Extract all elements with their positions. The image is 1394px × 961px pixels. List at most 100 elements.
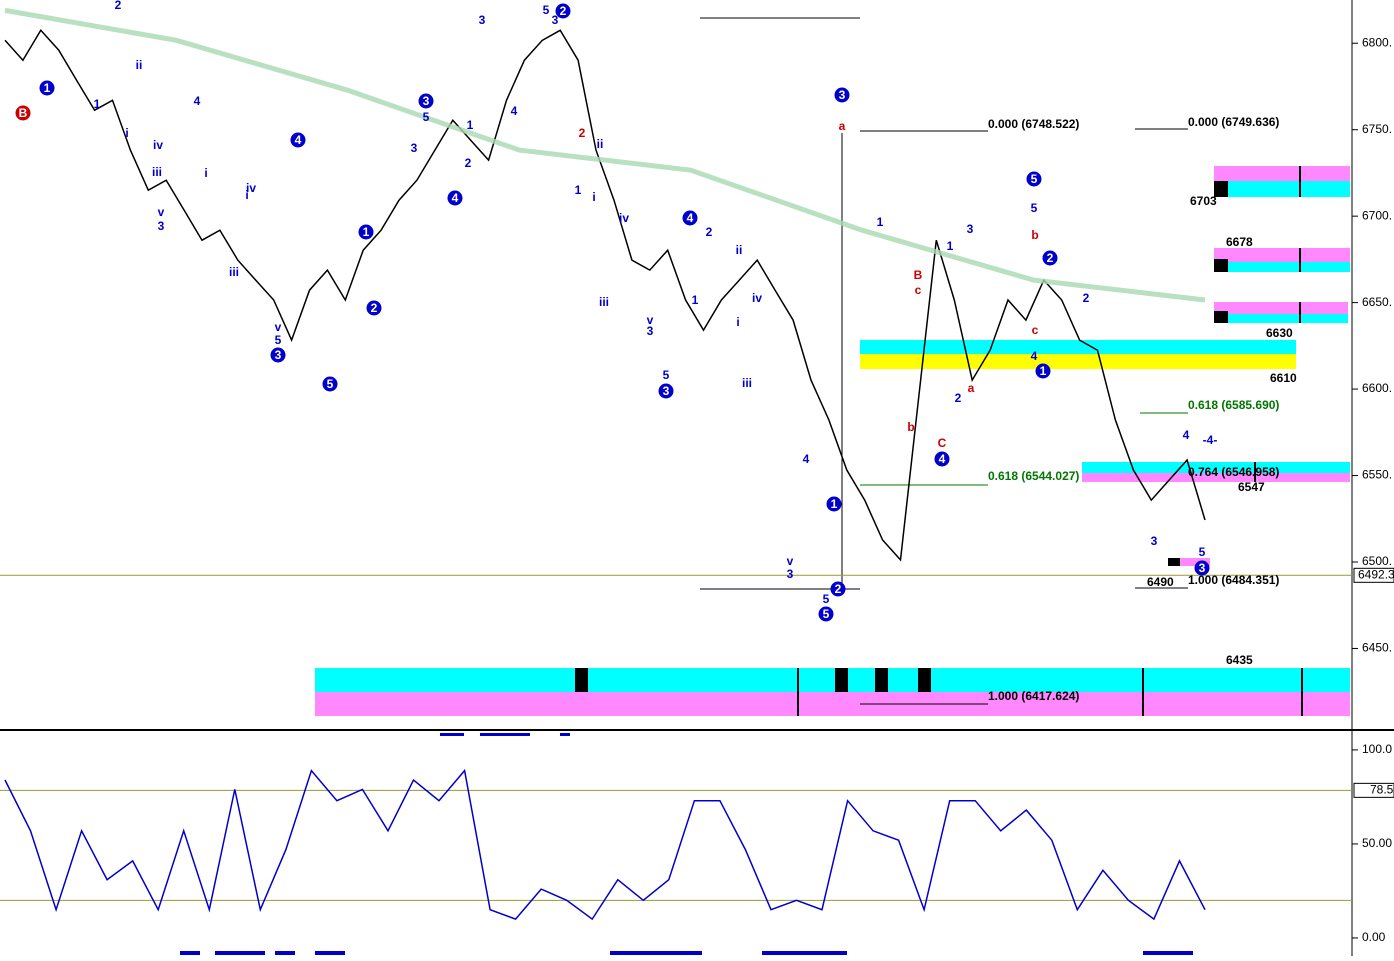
wave-circle <box>1035 363 1051 379</box>
fib-label: 0.000 (6749.636) <box>1188 115 1279 129</box>
wave-label: 1 <box>831 497 838 511</box>
wave-circle <box>15 105 31 121</box>
wave-label: 1 <box>1040 364 1047 378</box>
wave-label: 2 <box>706 225 713 239</box>
wave-label: c <box>1032 323 1039 337</box>
wave-label: 4 <box>1183 428 1190 442</box>
wave-label: ii <box>597 137 604 151</box>
level-label: 6703 <box>1190 194 1217 208</box>
wave-circle <box>366 300 382 316</box>
wave-circle <box>830 581 846 597</box>
y-tick-label: 50.00 <box>1362 836 1392 850</box>
wave-label: B <box>914 268 923 282</box>
wave-label: 5 <box>663 368 670 382</box>
series-line <box>4 7 1206 303</box>
wave-label: i <box>204 166 207 180</box>
wave-label: 2 <box>835 582 842 596</box>
wave-label: 3 <box>663 384 670 398</box>
ref-line-box <box>1353 567 1394 583</box>
wave-circle <box>555 3 571 19</box>
wave-label: 3 <box>839 88 846 102</box>
wave-circle <box>270 347 286 363</box>
wave-label: b <box>1031 228 1038 242</box>
wave-circle <box>358 224 374 240</box>
wave-label: iii <box>229 265 239 279</box>
wave-label: 5 <box>1031 201 1038 215</box>
wave-label: 3 <box>967 222 974 236</box>
series-line <box>4 768 1206 921</box>
level-label: 6630 <box>1266 326 1293 340</box>
wave-label: 1 <box>947 239 954 253</box>
wave-label: i <box>245 188 248 202</box>
wave-label: 1 <box>575 183 582 197</box>
wave-circle <box>447 190 463 206</box>
y-tick-label: 6650. <box>1362 295 1392 309</box>
y-tick-label: 6600. <box>1362 381 1392 395</box>
wave-label: iv <box>619 211 629 225</box>
wave-label: b <box>907 420 914 434</box>
wave-circle <box>658 383 674 399</box>
wave-label: 3 <box>1199 561 1206 575</box>
wave-label: 4 <box>803 452 810 466</box>
wave-circle <box>418 93 434 109</box>
y-tick-label: 6500. <box>1362 554 1392 568</box>
wave-label: v <box>158 205 165 219</box>
wave-label: i <box>736 315 739 329</box>
y-tick-label: 6550. <box>1362 468 1392 482</box>
value-marker <box>1353 782 1394 798</box>
wave-label: 5 <box>275 333 282 347</box>
wave-label: iv <box>153 138 163 152</box>
wave-label: 1 <box>467 118 474 132</box>
wave-circle <box>934 451 950 467</box>
wave-label: ii <box>136 58 143 72</box>
wave-label: 3 <box>479 13 486 27</box>
wave-label: -4- <box>1203 433 1218 447</box>
y-tick-label: 0.00 <box>1362 930 1386 944</box>
wave-label: iv <box>246 181 256 195</box>
wave-label: 2 <box>579 126 586 140</box>
value-marker-label: 78.5 <box>1370 783 1394 797</box>
wave-label: B <box>19 106 28 120</box>
wave-label: iii <box>742 376 752 390</box>
wave-label: 2 <box>465 156 472 170</box>
fib-label: 1.000 (6484.351) <box>1188 573 1279 587</box>
wave-label: iii <box>599 295 609 309</box>
wave-label: 5 <box>1199 545 1206 559</box>
level-label: 6678 <box>1226 235 1253 249</box>
wave-label: v <box>647 313 654 327</box>
wave-label: 2 <box>955 391 962 405</box>
volume-ticks <box>180 733 1193 955</box>
level-label: 6435 <box>1226 653 1253 667</box>
series-line <box>4 29 1206 562</box>
wave-label: 4 <box>687 211 694 225</box>
fib-label: 0.764 (6546.958) <box>1188 465 1279 479</box>
wave-label: i <box>592 190 595 204</box>
wave-label: 3 <box>647 324 654 338</box>
wave-label: v <box>787 554 794 568</box>
wave-label: 4 <box>194 94 201 108</box>
wave-label: 2 <box>1083 291 1090 305</box>
wave-label: C <box>938 436 947 450</box>
wave-label: 5 <box>327 377 334 391</box>
wave-label: i <box>125 126 128 140</box>
wave-label: 4 <box>295 133 302 147</box>
wave-label: 1 <box>877 215 884 229</box>
wave-label: 1 <box>692 293 699 307</box>
wave-circle <box>39 80 55 96</box>
y-tick-label: 6450. <box>1362 641 1392 655</box>
wave-label: 5 <box>1031 172 1038 186</box>
wave-label: 4 <box>939 452 946 466</box>
wave-label: ii <box>736 243 743 257</box>
fib-label: 0.618 (6544.027) <box>988 469 1079 483</box>
fib-label: 0.000 (6748.522) <box>988 117 1079 131</box>
wave-label: 3 <box>158 219 165 233</box>
wave-label: 1 <box>94 97 101 111</box>
y-tick-label: 6800. <box>1362 35 1392 49</box>
y-tick-label: 6750. <box>1362 122 1392 136</box>
wave-label: 5 <box>423 110 430 124</box>
wave-circle <box>322 376 338 392</box>
wave-circle <box>826 496 842 512</box>
wave-circle <box>818 606 834 622</box>
wave-label: 1 <box>44 81 51 95</box>
